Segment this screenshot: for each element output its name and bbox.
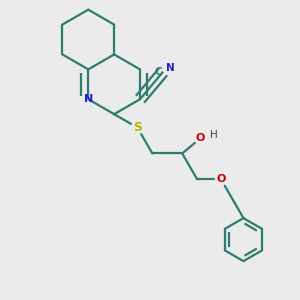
Text: S: S <box>133 121 142 134</box>
Text: C: C <box>155 67 162 77</box>
Text: N: N <box>166 63 175 73</box>
Text: O: O <box>216 174 226 184</box>
Text: N: N <box>84 94 93 104</box>
Text: H: H <box>210 130 218 140</box>
Text: O: O <box>196 133 205 143</box>
